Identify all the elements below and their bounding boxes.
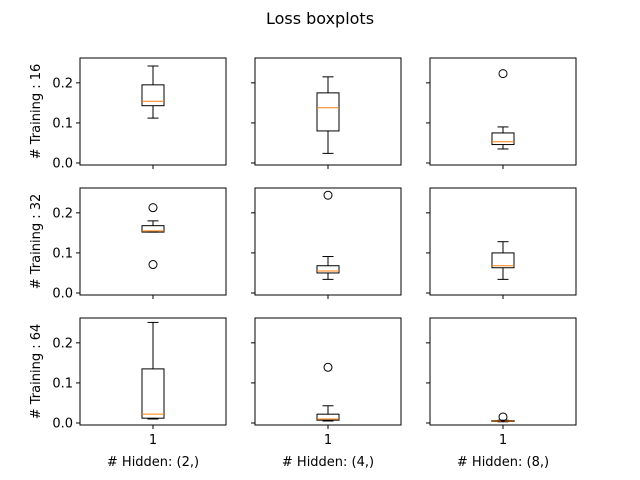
x-tick-label: 1	[324, 433, 332, 448]
outlier-point	[148, 260, 158, 270]
x-tick-label: 1	[149, 433, 157, 448]
outlier-point	[148, 203, 158, 213]
y-tick-label: 0.0	[52, 156, 73, 171]
panel-r2-c2	[251, 187, 402, 299]
figure-title: Loss boxplots	[266, 9, 374, 28]
panel-r2-c3	[426, 187, 577, 299]
y-tick-label: 0.2	[52, 76, 73, 91]
panel-r3-c1: 0.0 0.1 0.2 1 # Hidden: (2,) # Training : 64	[29, 317, 227, 470]
x-axis-label: # Hidden: (4,)	[282, 455, 374, 470]
x-axis-label: # Hidden: (2,)	[107, 455, 199, 470]
box-iqr	[316, 92, 340, 132]
y-axis-label: # Training : 16	[29, 64, 44, 160]
y-tick-label: 0.0	[52, 416, 73, 431]
box-iqr	[491, 132, 515, 146]
y-axis-label: # Training : 64	[29, 324, 44, 420]
y-tick-label: 0.0	[52, 286, 73, 301]
outlier-point	[498, 412, 508, 422]
y-tick-label: 0.1	[52, 116, 73, 131]
axes-frame	[79, 187, 227, 296]
y-tick-label: 0.2	[52, 336, 73, 351]
box-iqr	[316, 265, 340, 274]
y-tick-label: 0.1	[52, 376, 73, 391]
box-iqr	[141, 225, 165, 233]
panel-r3-c2: 1 # Hidden: (4,)	[251, 317, 402, 470]
panel-r1-c1: 0.0 0.1 0.2 # Training : 16	[29, 57, 227, 171]
box-iqr	[491, 252, 515, 269]
box-iqr	[141, 368, 165, 419]
outlier-point	[323, 362, 333, 372]
box-iqr	[141, 84, 165, 107]
y-axis-label: # Training : 32	[29, 194, 44, 290]
panel-r1-c3	[426, 57, 577, 169]
box-iqr	[316, 413, 340, 421]
y-tick-label: 0.1	[52, 246, 73, 261]
x-tick-label: 1	[499, 433, 507, 448]
outlier-point	[323, 190, 333, 200]
y-tick-label: 0.2	[52, 206, 73, 221]
panel-r3-c3: 1 # Hidden: (8,)	[426, 317, 577, 470]
axes-frame	[429, 317, 577, 426]
outlier-point	[498, 69, 508, 79]
panel-r1-c2	[251, 57, 402, 169]
x-axis-label: # Hidden: (8,)	[457, 455, 549, 470]
panel-r2-c1: 0.0 0.1 0.2 # Training : 32	[29, 187, 227, 301]
